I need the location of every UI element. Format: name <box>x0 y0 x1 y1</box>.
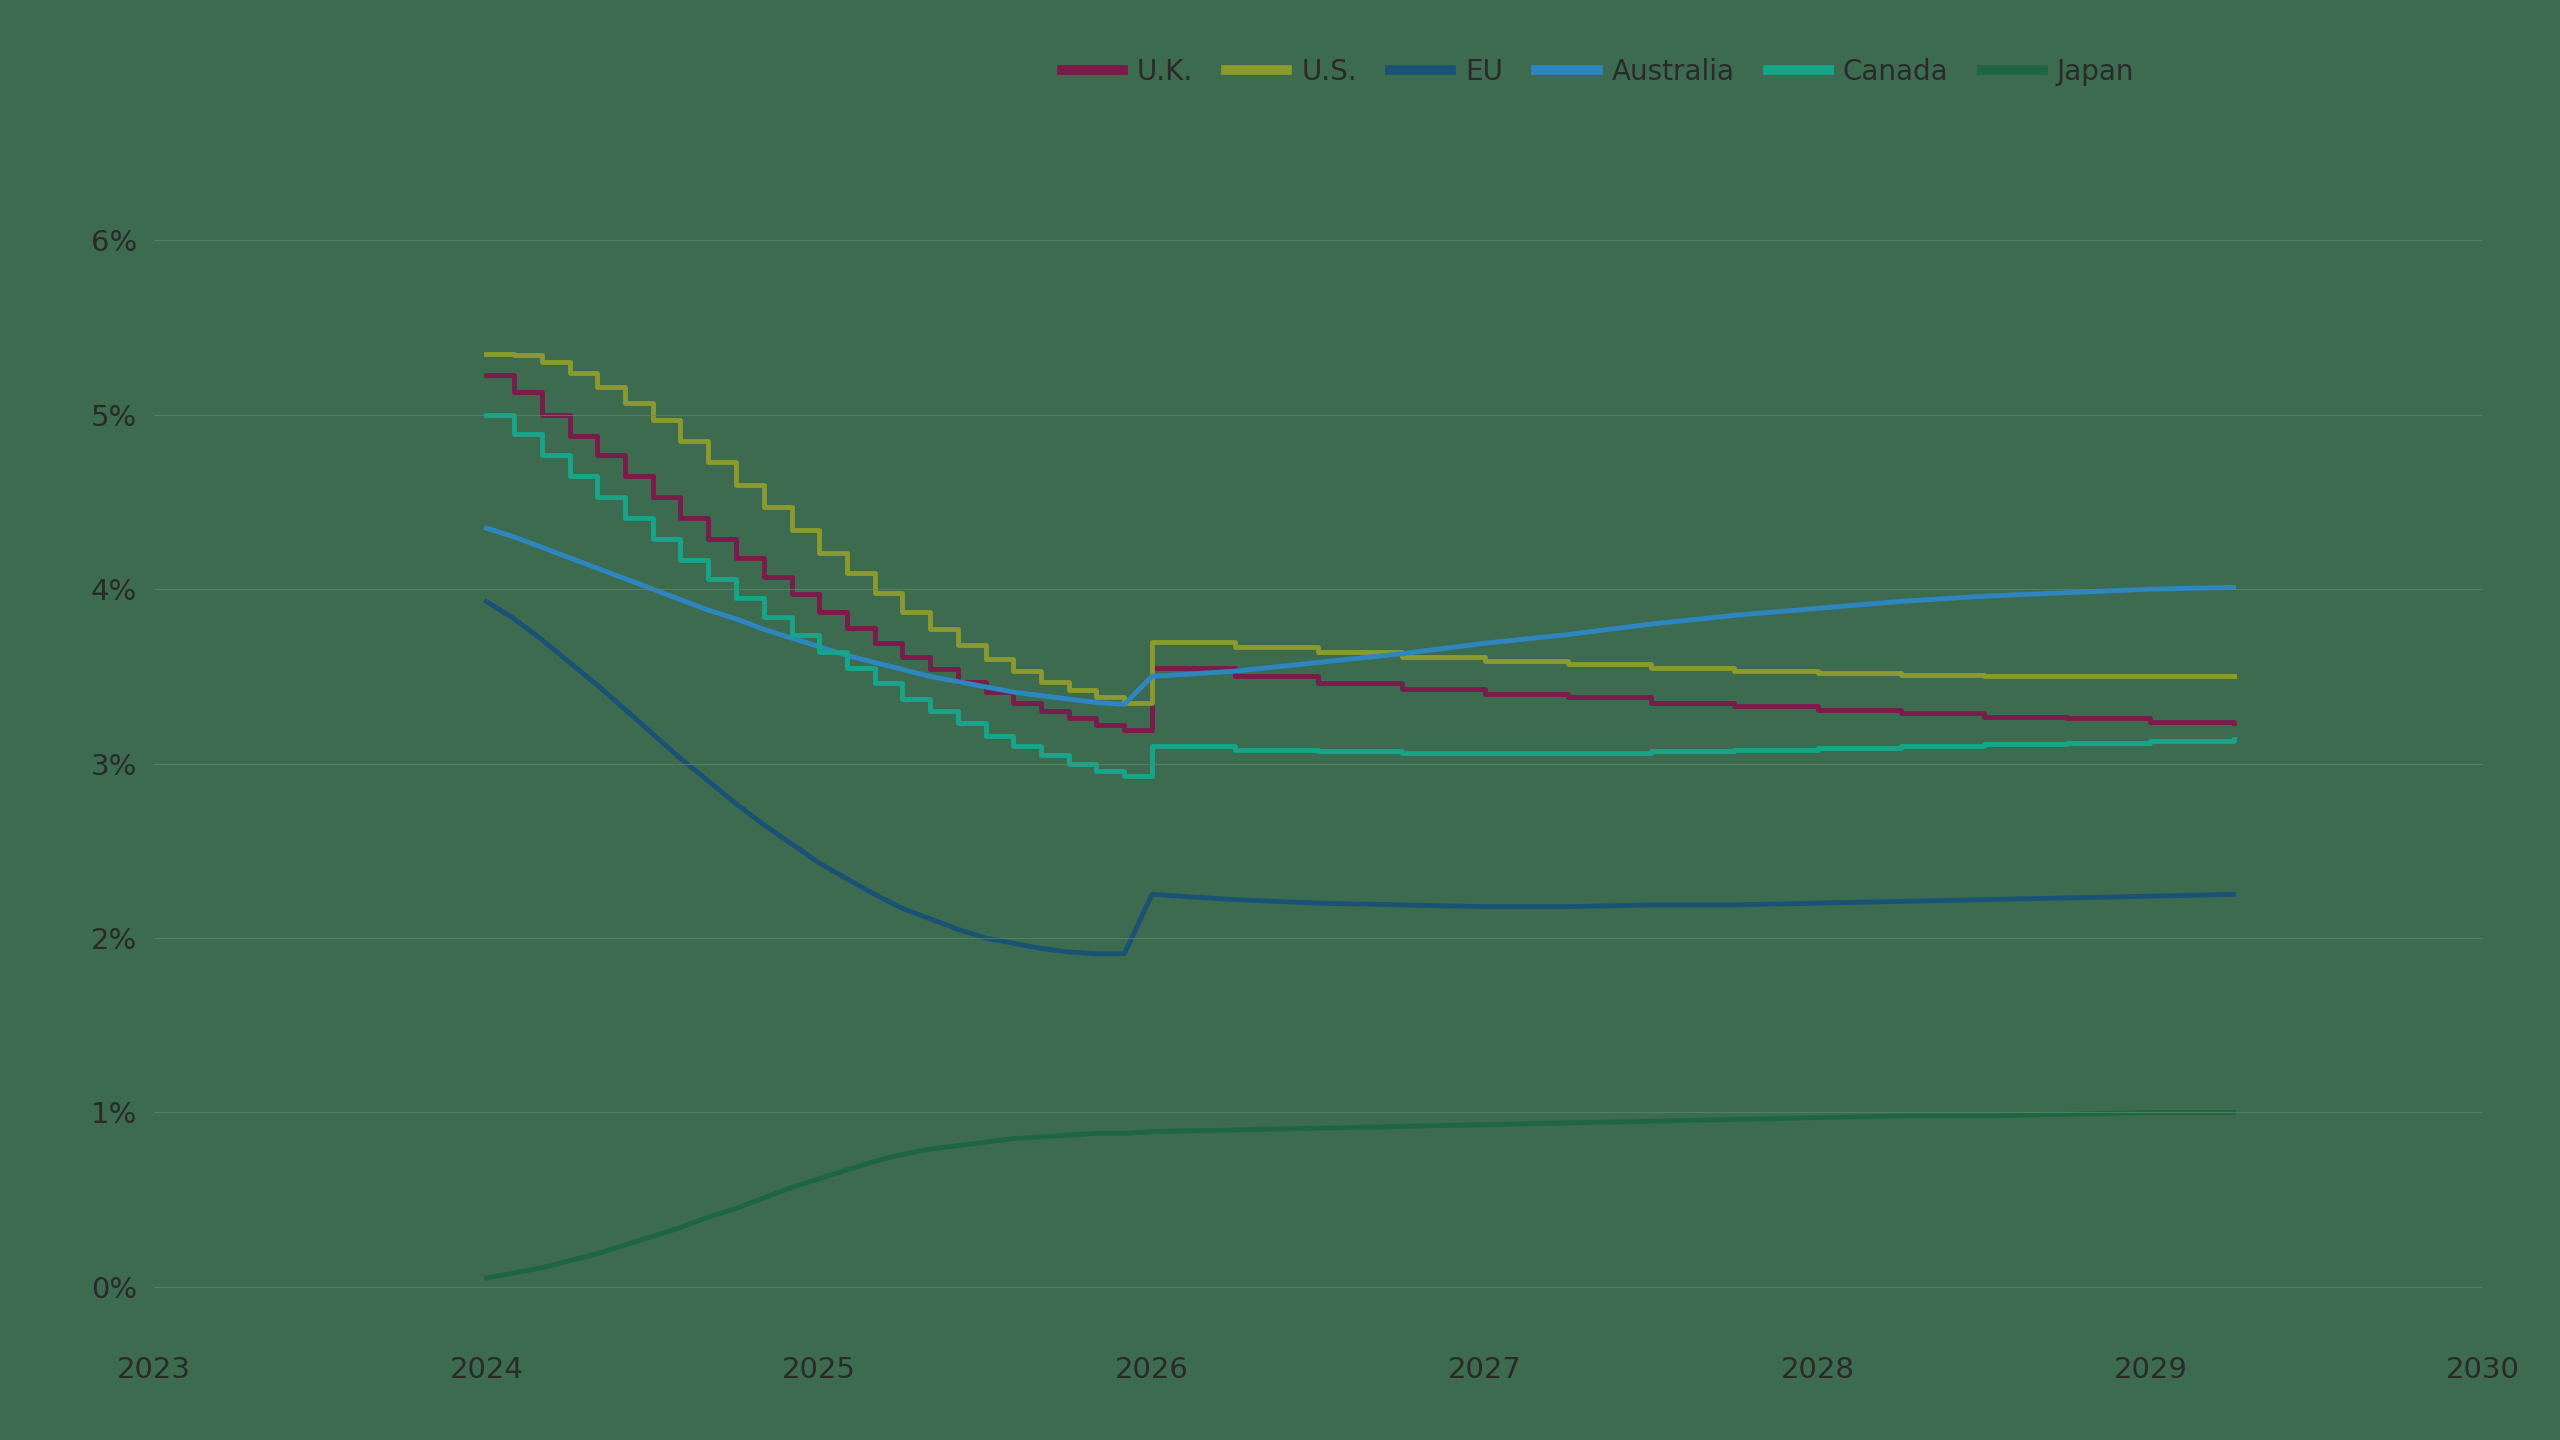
Legend: U.K., U.S., EU, Australia, Canada, Japan: U.K., U.S., EU, Australia, Canada, Japan <box>1050 46 2145 96</box>
